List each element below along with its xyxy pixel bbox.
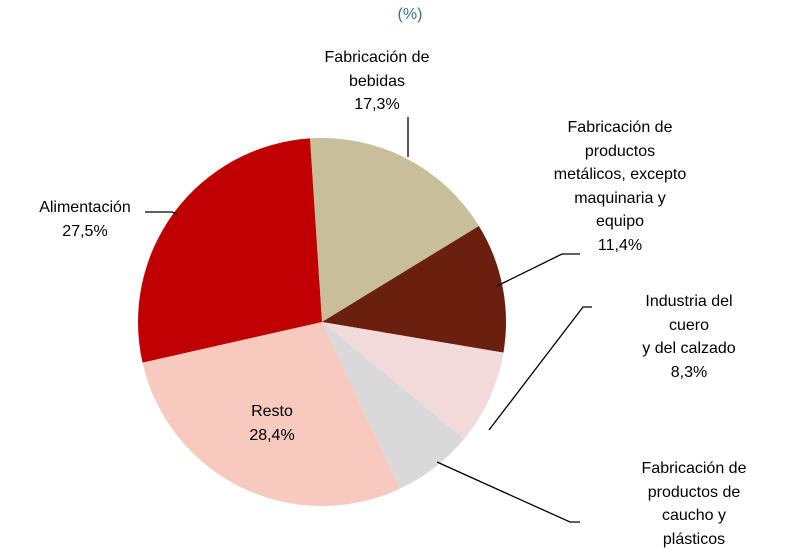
slice-label: Fabricación de productos metálicos, exce…: [554, 116, 687, 257]
pie-slice: [322, 322, 504, 439]
category-label: Industria del cuero y del calzado: [642, 293, 736, 357]
category-label: Alimentación: [39, 199, 131, 216]
pie-slice: [322, 322, 465, 489]
pie-slice: [142, 322, 400, 506]
leader-line: [496, 253, 580, 287]
slice-label: Fabricación de bebidas 17,3%: [325, 46, 430, 117]
leader-line: [436, 461, 580, 523]
value-label: 17,3%: [354, 96, 400, 113]
category-label: Fabricación de productos de caucho y plá…: [641, 460, 747, 548]
value-label: 28,4%: [249, 426, 295, 444]
pie-slice: [322, 225, 507, 353]
value-label: 27,5%: [62, 222, 108, 240]
slice-label: Industria del cuero y del calzado 8,3%: [633, 290, 746, 384]
value-label: 11,4%: [597, 236, 643, 254]
slice-label: Resto 28,4%: [249, 400, 294, 447]
chart-subtitle: (%): [397, 6, 423, 23]
category-label: Resto: [251, 403, 293, 420]
category-label: Fabricación de bebidas: [324, 49, 430, 90]
pie-slice: [138, 138, 322, 363]
slice-label: Alimentación 27,5%: [39, 196, 131, 243]
category-label: Fabricación de productos metálicos, exce…: [553, 119, 687, 230]
leader-line: [488, 306, 592, 431]
leader-line: [145, 211, 178, 215]
slice-label: Fabricación de productos de caucho y plá…: [640, 457, 748, 553]
value-label: 8,3%: [670, 363, 708, 381]
pie-slice: [309, 138, 479, 322]
